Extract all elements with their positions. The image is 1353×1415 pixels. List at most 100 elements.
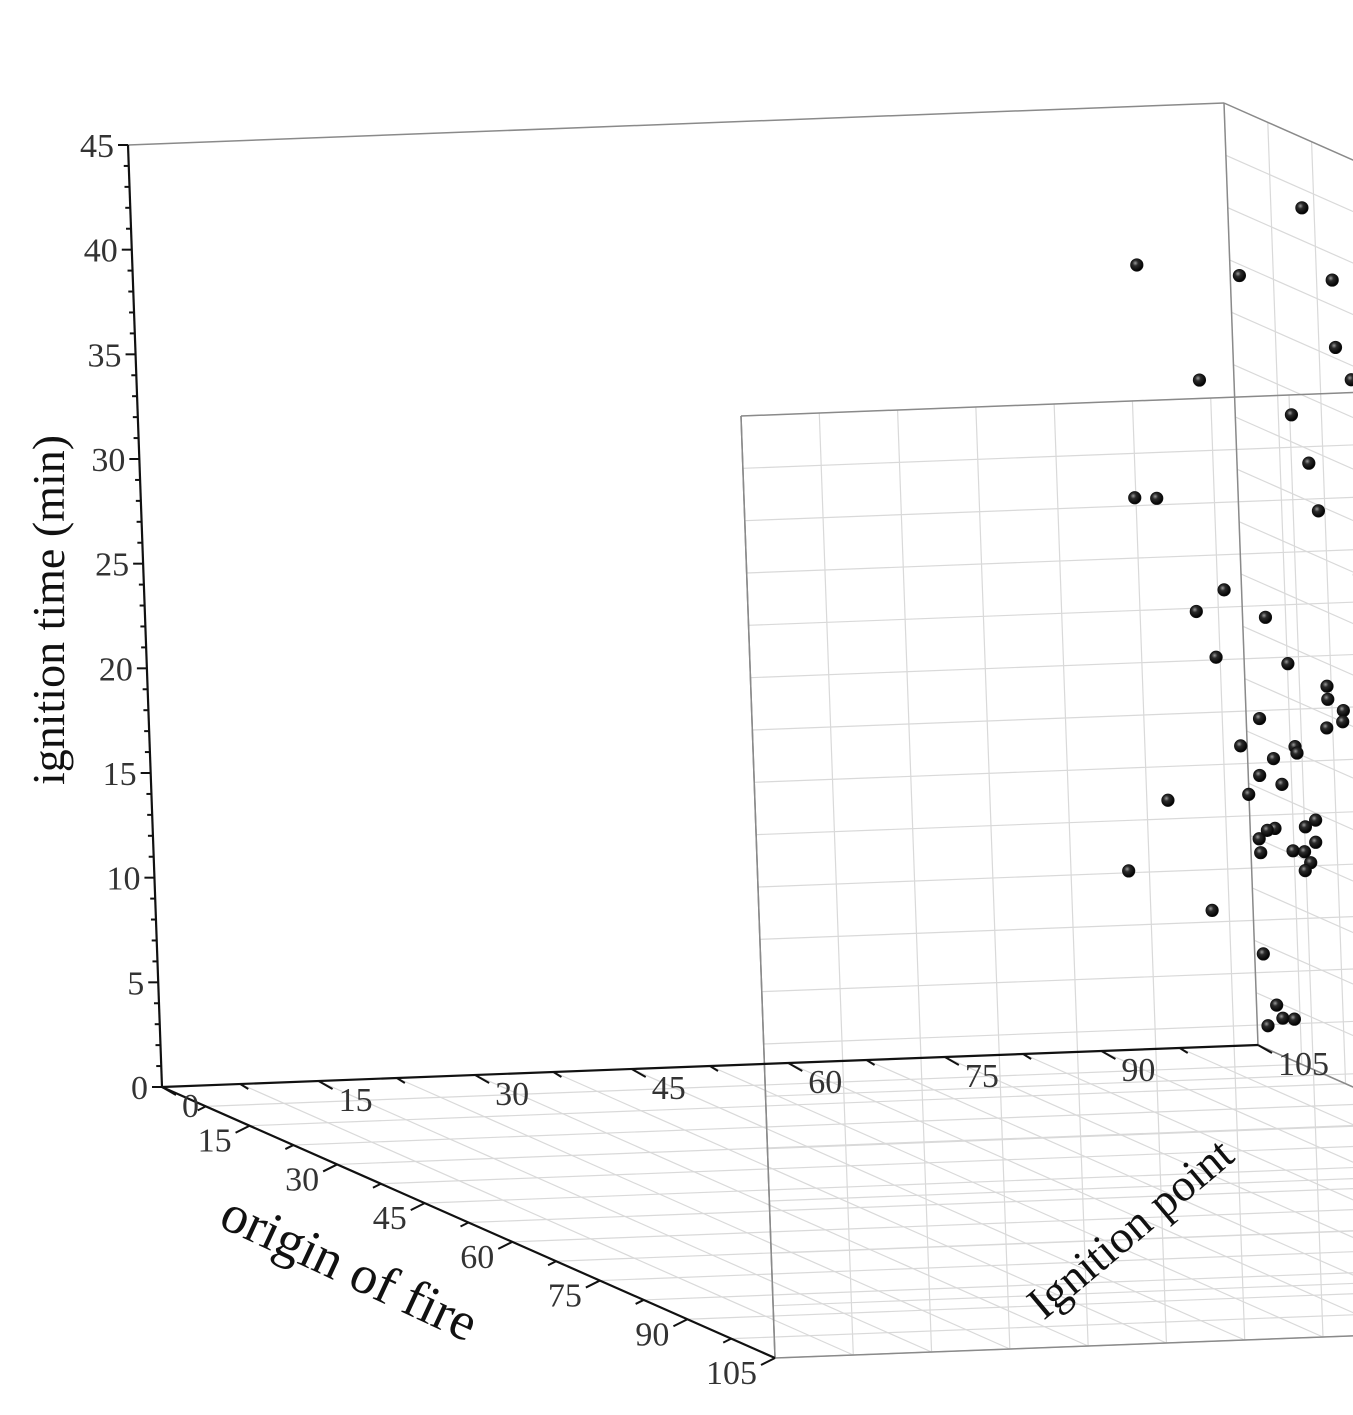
x-minor-tick — [373, 1184, 381, 1188]
y-tick-label: 90 — [1121, 1052, 1155, 1089]
data-point — [1329, 341, 1341, 353]
y-tick — [162, 1087, 176, 1095]
data-point — [1321, 722, 1333, 734]
data-point — [1259, 611, 1271, 623]
x-axis-title: origin of fire — [212, 1182, 487, 1353]
x-tick-label: 30 — [285, 1161, 319, 1198]
z-tick-label: 20 — [99, 651, 133, 688]
data-point — [1298, 846, 1310, 858]
frame-edge — [741, 374, 1353, 416]
y-tick-label: 30 — [495, 1076, 529, 1113]
data-point — [1310, 836, 1322, 848]
data-point — [1321, 680, 1333, 692]
data-point — [1267, 752, 1279, 764]
x-tick — [498, 1242, 512, 1249]
data-point — [1288, 1013, 1300, 1025]
data-point — [1337, 716, 1349, 728]
data-point — [1253, 769, 1265, 781]
x-tick-label: 60 — [460, 1239, 494, 1276]
data-point — [1312, 505, 1324, 517]
x-minor-tick — [285, 1145, 293, 1149]
data-point — [1326, 274, 1338, 286]
x-tick — [323, 1164, 337, 1171]
data-point — [1129, 492, 1141, 504]
x-tick-label: 45 — [373, 1200, 407, 1237]
data-point — [1303, 457, 1315, 469]
data-point — [1296, 202, 1308, 214]
x-minor-tick — [723, 1339, 731, 1343]
data-point — [1151, 492, 1163, 504]
grid-line — [687, 1277, 1353, 1319]
grid-line — [644, 1258, 1353, 1300]
z-tick-label: 5 — [127, 965, 144, 1002]
frame-edge — [128, 103, 1224, 145]
y-tick — [319, 1081, 333, 1089]
data-point — [1285, 409, 1297, 421]
grid-line — [750, 636, 1353, 678]
data-point — [1299, 864, 1311, 876]
grid-line — [775, 1316, 1353, 1358]
z-tick-label: 45 — [80, 128, 114, 165]
data-point — [1270, 999, 1282, 1011]
x-tick — [673, 1319, 687, 1326]
data-point — [1131, 259, 1143, 271]
grid-line — [767, 1107, 1353, 1149]
data-point — [1243, 788, 1255, 800]
grid-line — [747, 531, 1353, 573]
data-point — [1162, 794, 1174, 806]
z-tick-label: 30 — [91, 442, 125, 479]
x-tick-label: 15 — [198, 1123, 232, 1160]
y-tick-label: 15 — [339, 1082, 373, 1119]
x-tick-label: 75 — [548, 1278, 582, 1315]
x-tick — [411, 1203, 425, 1210]
data-point — [1210, 651, 1222, 663]
grid-line — [775, 1316, 1353, 1358]
frame-edge — [775, 1316, 1353, 1358]
grid-line — [1224, 103, 1353, 374]
grid-line — [760, 897, 1353, 939]
z-axis-line — [128, 145, 162, 1087]
y-tick — [1101, 1051, 1115, 1059]
y-tick — [788, 1063, 802, 1071]
data-point — [1282, 657, 1294, 669]
z-tick-label: 35 — [88, 337, 122, 374]
x-tick — [761, 1358, 775, 1365]
grid-line — [741, 374, 1353, 416]
x-tick-label: 105 — [706, 1355, 757, 1392]
frame-edge — [1224, 103, 1353, 374]
y-tick-label: 0 — [182, 1088, 199, 1125]
y-tick — [1258, 1045, 1272, 1053]
data-point — [1122, 865, 1134, 877]
x-minor-tick — [636, 1300, 644, 1304]
grid-line — [556, 1219, 1353, 1261]
grid-line — [771, 1211, 1353, 1253]
y-tick-label: 45 — [652, 1070, 686, 1107]
z-tick-label: 25 — [95, 547, 129, 584]
x-minor-tick — [461, 1223, 469, 1227]
data-point — [1277, 1012, 1289, 1024]
x-tick-label: 90 — [635, 1316, 669, 1353]
grid-line — [867, 1060, 1353, 1331]
y-tick — [475, 1075, 489, 1083]
z-tick-label: 15 — [103, 756, 137, 793]
data-point — [1234, 740, 1246, 752]
z-tick-label: 40 — [84, 233, 118, 270]
y-tick-label: 105 — [1278, 1046, 1329, 1083]
data-point — [1299, 821, 1311, 833]
grid-line — [743, 426, 1353, 468]
data-point — [1257, 948, 1269, 960]
data-point — [1276, 778, 1288, 790]
data-point — [1345, 374, 1353, 386]
y-tick — [632, 1069, 646, 1077]
data-point — [1253, 712, 1265, 724]
data-point — [1287, 845, 1299, 857]
z-tick-label: 0 — [131, 1070, 148, 1107]
x-tick — [236, 1126, 250, 1133]
data-point — [1206, 904, 1218, 916]
data-point — [1337, 704, 1349, 716]
y-tick-label: 75 — [965, 1058, 999, 1095]
z-axis-title: ignition time (min) — [23, 435, 74, 785]
x-tick — [586, 1281, 600, 1288]
